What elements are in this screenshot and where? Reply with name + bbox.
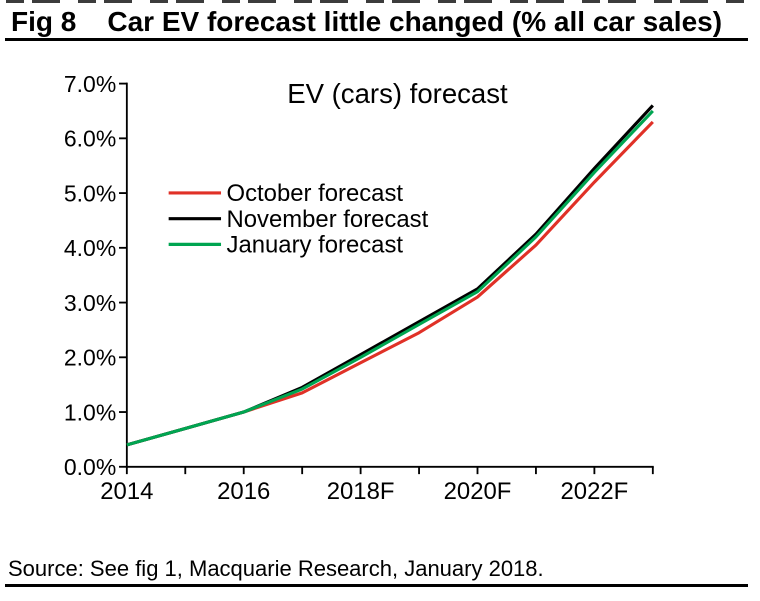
- y-tick-label: 4.0%: [64, 235, 116, 261]
- bottom-divider: [5, 584, 748, 587]
- legend-label-november: November forecast: [227, 206, 429, 233]
- y-tick-label: 2.0%: [64, 345, 116, 371]
- x-tick-label: 2020F: [444, 478, 512, 505]
- axes-layer: 0.0% 1.0% 2.0% 3.0% 4.0% 5.0% 6.0% 7.0% 2014 2016…: [64, 71, 654, 505]
- x-tick-label: 2022F: [561, 478, 629, 505]
- y-tick-label: 3.0%: [64, 290, 116, 316]
- legend-label-october: October forecast: [227, 180, 404, 207]
- x-tick-label: 2016: [217, 478, 270, 505]
- chart-legend: October forecast November forecast Janua…: [168, 180, 429, 259]
- figure-title: Fig 8 Car EV forecast little changed (% a…: [11, 6, 722, 38]
- figure-number: Fig 8: [11, 6, 77, 37]
- figure-title-text: Car EV forecast little changed (% all ca…: [107, 6, 723, 37]
- series-layer: [126, 104, 654, 447]
- legend-label-january: January forecast: [227, 232, 404, 259]
- series-line-1: [126, 104, 654, 447]
- y-tick-label: 7.0%: [64, 71, 116, 97]
- source-note: Source: See fig 1, Macquarie Research, J…: [8, 556, 544, 581]
- y-tick-label: 0.0%: [64, 454, 116, 480]
- header-divider: [5, 38, 748, 41]
- x-tick-label: 2014: [100, 478, 153, 505]
- y-tick-label: 5.0%: [64, 180, 116, 206]
- x-tick-label: 2018F: [327, 478, 395, 505]
- series-line-2: [126, 109, 654, 447]
- series-line-0: [126, 120, 654, 447]
- y-tick-label: 6.0%: [64, 126, 116, 152]
- forecast-chart: EV (cars) forecast 0.0% 1.0% 2.0% 3.0% 4.0% 5…: [64, 71, 654, 505]
- y-tick-label: 1.0%: [64, 399, 116, 425]
- top-crop-artifact: [6, 0, 748, 3]
- chart-title: EV (cars) forecast: [287, 78, 508, 109]
